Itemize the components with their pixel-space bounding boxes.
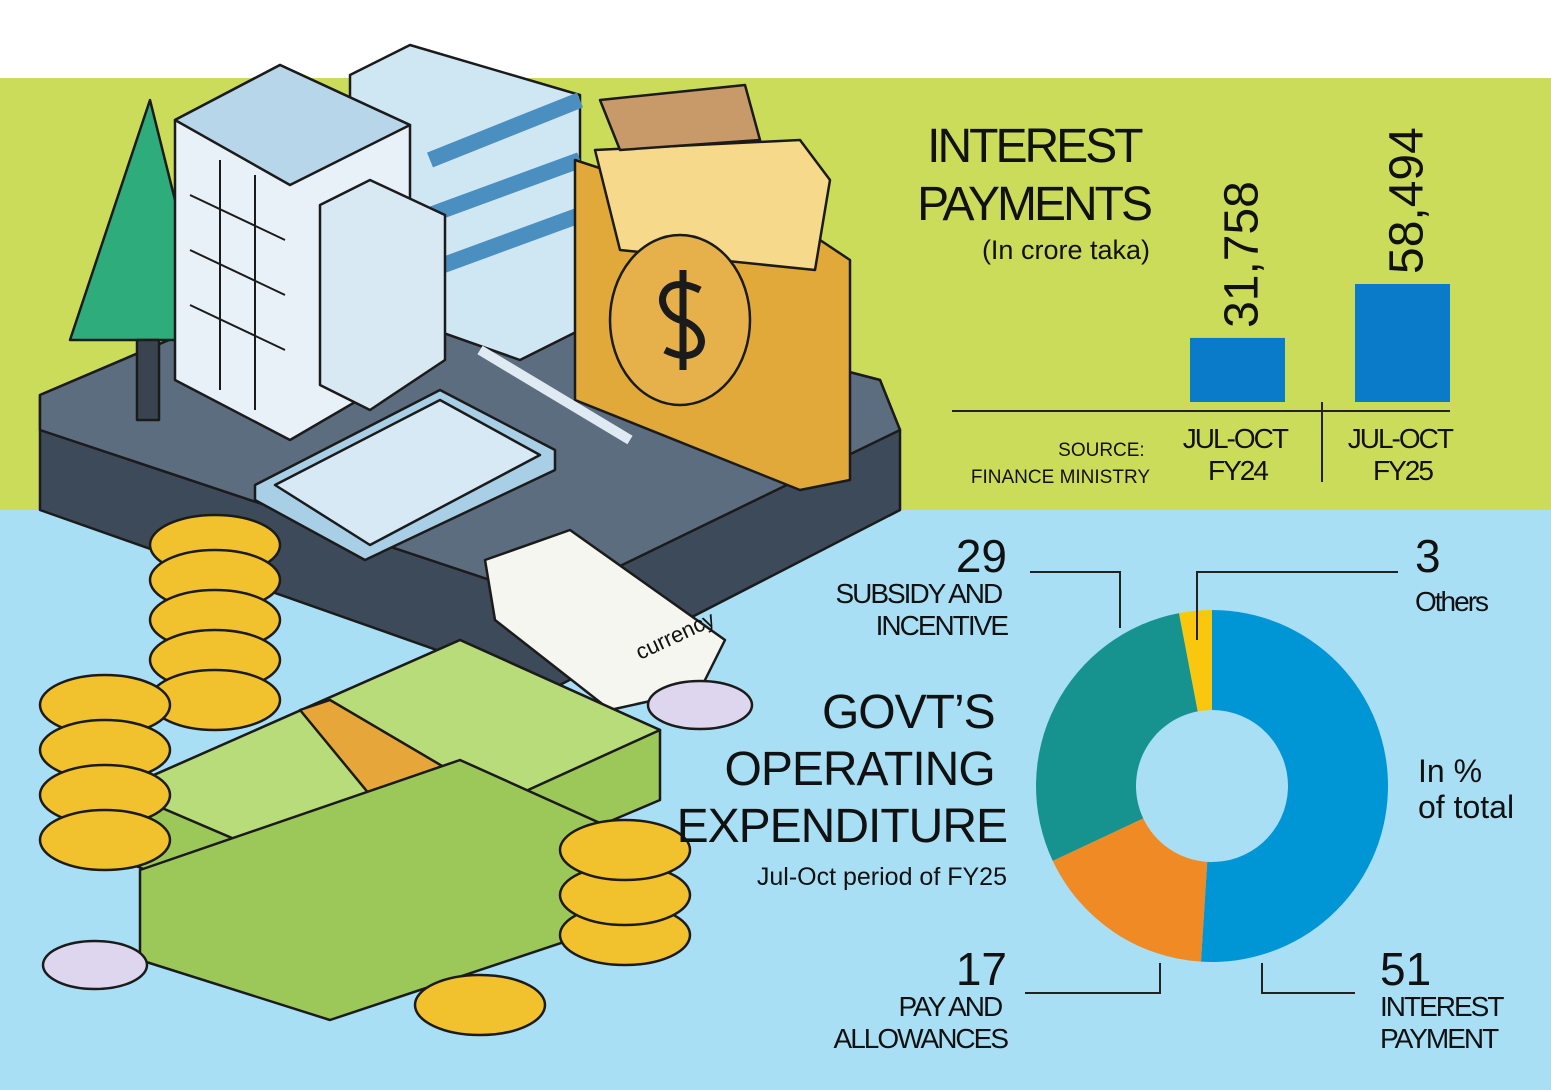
slice-name: SUBSIDY AND INCENTIVE [835, 578, 1008, 641]
chart-subtitle: (In crore taka) [982, 235, 1150, 265]
donut-slice [1036, 613, 1198, 861]
note-line: In % [1418, 753, 1491, 789]
chart-title: GOVT’S OPERATING EXPENDITURE [677, 686, 1007, 853]
chart-subtitle: Jul-Oct period of FY25 [757, 863, 1007, 891]
donut-slice [1052, 818, 1208, 962]
value-label: 58,494 [1381, 127, 1434, 274]
illustration-shape [413, 973, 547, 1037]
illustration-shape [598, 83, 762, 152]
illustration-shape [477, 345, 633, 445]
illustration-shape [41, 939, 149, 991]
slice-name-line: ALLOWANCES [834, 1023, 1009, 1054]
slice-name-line: PAYMENT [1380, 1023, 1499, 1054]
leader-line [1196, 571, 1398, 640]
illustration-shape [38, 513, 692, 1037]
illustration-shape [558, 818, 692, 882]
chart-title-line: EXPENDITURE [677, 800, 1007, 853]
illustration-shape [173, 63, 412, 187]
illustration-shape [646, 679, 754, 731]
slice-name: PAY AND ALLOWANCES [834, 991, 1009, 1054]
bar [1355, 284, 1450, 402]
source: SOURCE: FINANCE MINISTRY [971, 440, 1150, 488]
leader-line [1025, 963, 1161, 994]
chart-title-line: GOVT’S [822, 686, 1007, 739]
illustration-shape [41, 679, 754, 991]
chart-title-line: INTEREST [927, 120, 1150, 173]
value-label: 31,758 [1216, 181, 1269, 328]
x-tick-label-line: FY24 [1208, 455, 1268, 486]
illustration-shape [135, 338, 161, 422]
chart-title-line: OPERATING [725, 743, 1007, 796]
illustration-shape [38, 808, 172, 872]
slice-name-line: INCENTIVE [876, 610, 1009, 641]
leader-line [1030, 571, 1121, 628]
illustration-shape [659, 270, 705, 370]
slice-name-line: Others [1415, 586, 1488, 617]
data-label: 29 [956, 530, 1007, 582]
note: In % of total [1418, 753, 1514, 825]
slice-name: INTEREST PAYMENT [1380, 991, 1508, 1054]
x-tick-label-line: JUL-OCT [1348, 423, 1458, 454]
note-line: of total [1418, 789, 1514, 825]
donut-slice [1200, 609, 1389, 963]
x-tick-label-line: JUL-OCT [1183, 423, 1293, 454]
donut-slice [1179, 610, 1212, 712]
illustration-shape [427, 92, 583, 278]
data-label: 17 [956, 943, 1007, 995]
leader-line [1261, 963, 1355, 994]
chart-title-line: PAYMENTS [917, 178, 1151, 231]
slice-name-line: PAY AND [899, 991, 1008, 1022]
slice-name-line: SUBSIDY AND [835, 578, 1007, 609]
slice-name: Others [1415, 586, 1488, 617]
bar [1190, 337, 1285, 402]
illustration-shape [593, 138, 832, 272]
illustration-shape [318, 178, 447, 412]
x-tick-label: JUL-OCT FY25 [1348, 423, 1458, 486]
illustration-shape [189, 160, 286, 410]
slice-name-line: INTEREST [1380, 991, 1508, 1022]
source-line: SOURCE: [1058, 440, 1150, 461]
charts: INTEREST PAYMENTS (In crore taka) SOURCE: … [677, 120, 1514, 1054]
data-label: 51 [1380, 943, 1431, 995]
data-label: 3 [1415, 530, 1441, 582]
x-tick-label: JUL-OCT FY24 [1183, 423, 1293, 486]
illustration-shape [273, 398, 542, 547]
chart-title: INTEREST PAYMENTS [917, 120, 1151, 231]
source-line: FINANCE MINISTRY [971, 467, 1150, 488]
illustration [38, 43, 902, 1037]
x-tick-label-line: FY25 [1373, 455, 1433, 486]
